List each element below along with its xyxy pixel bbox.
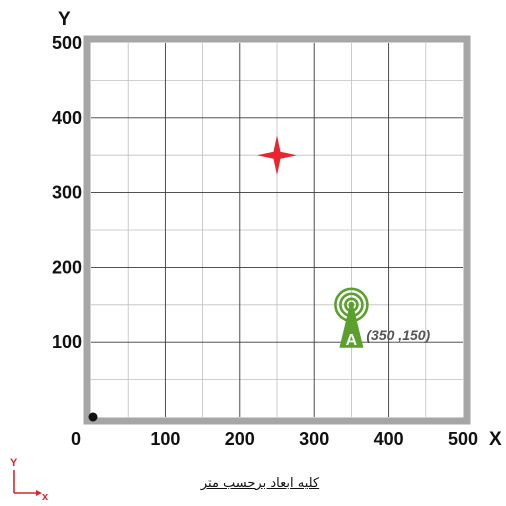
antenna-icon: A [334, 287, 369, 349]
x-axis-ticks: 0 100 200 300 400 500 [71, 429, 478, 449]
minor-grid [91, 43, 463, 417]
plot-marks: A (350 ,150) [88, 135, 431, 422]
antenna-label: A [346, 332, 358, 349]
y-axis-label: Y [58, 9, 71, 30]
caption-units: کلیه ابعاد برحسب متر [200, 476, 320, 491]
origin-dot [88, 412, 98, 422]
star-icon [257, 135, 297, 176]
plot-frame [83, 35, 471, 425]
antenna-tower [339, 306, 364, 348]
x-tick-label: 100 [150, 429, 180, 449]
y-axis-ticks: 100 200 300 400 500 [52, 33, 82, 352]
y-tick-label: 300 [52, 183, 82, 203]
y-tick-label: 400 [52, 108, 82, 128]
mini-axes-legend: Y x [10, 457, 49, 503]
x-tick-label: 500 [448, 429, 478, 449]
mini-axes-x-arrow [36, 490, 42, 496]
mini-axes-x-label: x [42, 491, 49, 503]
y-tick-label: 100 [52, 332, 82, 352]
y-tick-label: 500 [52, 33, 82, 53]
mini-axes-y-label: Y [10, 457, 18, 469]
y-tick-label: 200 [52, 257, 82, 277]
major-grid [91, 43, 463, 417]
x-tick-label: 0 [71, 429, 81, 449]
antenna-center-dot [348, 301, 355, 308]
x-tick-label: 400 [374, 429, 404, 449]
antenna-coordinate-label: (350 ,150) [366, 327, 430, 343]
x-axis-label: X [489, 429, 502, 450]
x-tick-label: 300 [299, 429, 329, 449]
x-tick-label: 200 [225, 429, 255, 449]
